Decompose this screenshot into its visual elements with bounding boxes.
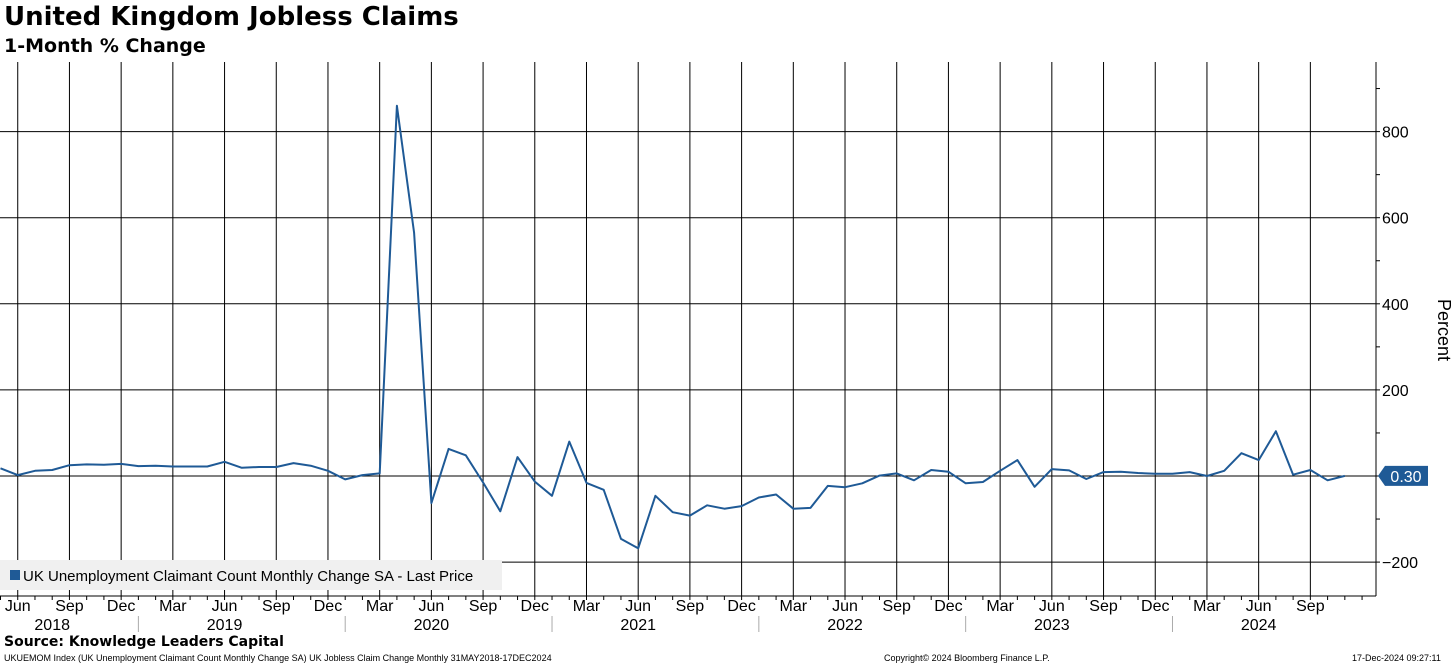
y-tick-label: −200 — [1382, 555, 1418, 572]
x-year-label: 2024 — [1241, 617, 1277, 634]
chart-svg: −200 200 400 600 800 Percent Jun Sep Dec Mar Jun Se… — [0, 62, 1454, 634]
x-tick-label: Jun — [5, 598, 31, 615]
legend-swatch — [10, 570, 20, 580]
x-tick-label: Mar — [573, 598, 601, 615]
x-tick-label: Sep — [882, 598, 911, 615]
x-tick-label: Mar — [159, 598, 187, 615]
x-tick-label: Sep — [469, 598, 498, 615]
x-tick-label: Sep — [676, 598, 705, 615]
x-tick-label: Mar — [986, 598, 1014, 615]
last-price-badge-shape — [1378, 465, 1428, 486]
index-info: UKUEMOM Index (UK Unemployment Claimant … — [4, 653, 552, 663]
x-year-label: 2023 — [1034, 617, 1070, 634]
x-tick-label: Mar — [366, 598, 394, 615]
x-tick-label: Jun — [212, 598, 238, 615]
legend-label: UK Unemployment Claimant Count Monthly C… — [23, 568, 473, 585]
legend: UK Unemployment Claimant Count Monthly C… — [0, 560, 502, 590]
timestamp: 17-Dec-2024 09:27:11 — [1352, 653, 1441, 663]
series-line — [0, 104, 1346, 550]
x-tick-label: Dec — [727, 598, 755, 615]
last-price-label: 0.30 — [1390, 469, 1421, 486]
x-year-label: 2019 — [207, 617, 243, 634]
x-tick-label: Jun — [1039, 598, 1065, 615]
x-tick-label: Mar — [1193, 598, 1221, 615]
y-tick-label: 800 — [1382, 125, 1409, 142]
source-text: Source: Knowledge Leaders Capital — [4, 634, 284, 650]
x-tick-label: Sep — [55, 598, 84, 615]
y-tick-label: 400 — [1382, 297, 1409, 314]
x-tick-label: Dec — [314, 598, 342, 615]
y-tick-label: 200 — [1382, 383, 1409, 400]
x-tick-label: Jun — [1246, 598, 1272, 615]
last-price-badge: 0.30 — [1378, 465, 1428, 486]
x-tick-label: Sep — [1089, 598, 1118, 615]
x-tick-label: Sep — [1296, 598, 1325, 615]
y-tick-label: 600 — [1382, 211, 1409, 228]
legend-background — [0, 560, 502, 590]
x-tick-label: Dec — [934, 598, 962, 615]
x-tick-label: Jun — [625, 598, 651, 615]
y-axis-title: Percent — [1434, 299, 1454, 361]
x-tick-label: Dec — [107, 598, 135, 615]
x-tick-label: Sep — [262, 598, 291, 615]
x-year-label: 2020 — [414, 617, 450, 634]
x-tick-label: Dec — [1141, 598, 1169, 615]
x-tick-label: Jun — [832, 598, 858, 615]
x-tick-label: Jun — [418, 598, 444, 615]
x-year-label: 2022 — [827, 617, 863, 634]
chart-subtitle: 1-Month % Change — [4, 35, 206, 57]
x-year-label: 2021 — [620, 617, 656, 634]
chart-title: United Kingdom Jobless Claims — [4, 2, 459, 32]
x-tick-label: Mar — [780, 598, 808, 615]
x-tick-label: Dec — [521, 598, 549, 615]
copyright-text: Copyright© 2024 Bloomberg Finance L.P. — [884, 653, 1050, 663]
x-year-label: 2018 — [34, 617, 70, 634]
